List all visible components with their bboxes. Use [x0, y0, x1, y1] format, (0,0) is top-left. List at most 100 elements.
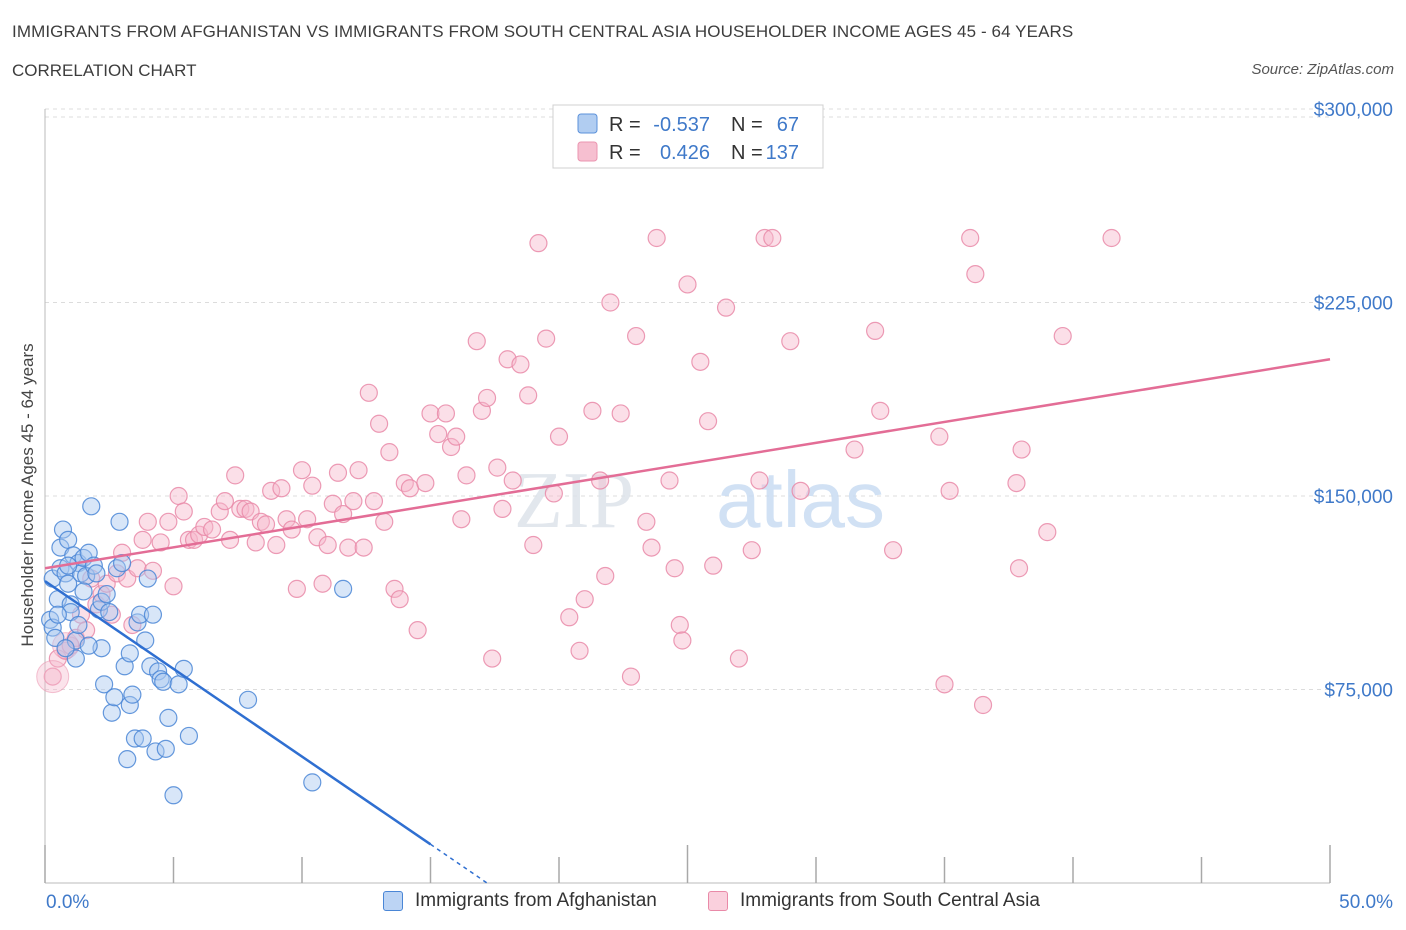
series-afghanistan-points [41, 497, 353, 805]
stats-r-label-pink: R = [609, 142, 641, 164]
point-south-central-asia [642, 538, 661, 557]
source-label: Source: ZipAtlas.com [1251, 61, 1394, 78]
point-south-central-asia [107, 564, 127, 583]
grid-lines [45, 108, 1330, 690]
point-south-central-asia [781, 332, 800, 351]
point-south-central-asia [611, 404, 630, 423]
point-afghanistan [59, 574, 78, 593]
point-south-central-asia [416, 474, 435, 493]
x-tick-labels: 0.0% 50.0% [46, 892, 1393, 913]
point-south-central-asia [251, 512, 270, 531]
point-south-central-asia [626, 326, 646, 346]
point-south-central-asia [940, 481, 959, 500]
point-south-central-asia-cluster [36, 660, 70, 694]
point-south-central-asia [503, 471, 522, 490]
point-south-central-asia [883, 541, 903, 560]
point-south-central-asia [380, 443, 399, 462]
stats-r-label-blue: R = [609, 114, 641, 136]
point-south-central-asia [452, 510, 471, 529]
point-south-central-asia [429, 424, 448, 444]
point-south-central-asia [660, 471, 679, 490]
stats-r-value-pink: 0.426 [660, 142, 710, 164]
point-south-central-asia [246, 533, 265, 552]
point-south-central-asia [1012, 440, 1031, 459]
point-south-central-asia [935, 675, 954, 694]
point-south-central-asia [750, 471, 769, 490]
point-south-central-asia [488, 458, 507, 477]
point-south-central-asia [421, 404, 440, 423]
y-tick-label: $75,000 [1324, 681, 1393, 702]
point-afghanistan [130, 605, 150, 624]
point-afghanistan [118, 750, 137, 769]
point-south-central-asia [339, 538, 358, 557]
point-south-central-asia [349, 461, 368, 480]
point-south-central-asia [637, 512, 656, 531]
point-south-central-asia [742, 541, 761, 560]
point-south-central-asia [159, 512, 178, 531]
legend-item-afghanistan[interactable]: Immigrants from Afghanistan [383, 890, 657, 912]
point-south-central-asia [313, 574, 332, 593]
point-afghanistan [74, 582, 93, 601]
point-south-central-asia [292, 461, 312, 480]
point-south-central-asia [174, 502, 193, 521]
point-south-central-asia [390, 590, 409, 609]
stats-n-value-blue: 67 [777, 114, 799, 136]
point-south-central-asia [151, 533, 170, 552]
point-south-central-asia [375, 512, 394, 531]
point-afghanistan [146, 742, 165, 761]
point-south-central-asia [1038, 523, 1057, 542]
point-afghanistan [69, 615, 88, 635]
point-south-central-asia [236, 499, 255, 518]
point-afghanistan [169, 675, 188, 694]
point-afghanistan [48, 605, 67, 624]
point-afghanistan [59, 530, 78, 549]
point-afghanistan [179, 726, 199, 746]
point-south-central-asia [1053, 326, 1072, 346]
point-south-central-asia [755, 228, 774, 248]
point-south-central-asia [457, 466, 476, 485]
point-south-central-asia [716, 298, 736, 317]
point-south-central-asia [395, 474, 414, 493]
point-south-central-asia [400, 479, 420, 498]
point-south-central-asia [328, 463, 348, 482]
point-afghanistan [100, 602, 119, 622]
legend-label-afghanistan: Immigrants from Afghanistan [415, 890, 657, 911]
point-south-central-asia [92, 584, 111, 604]
x-tick-label-min: 0.0% [46, 892, 89, 913]
legend-label-south-central-asia: Immigrants from South Central Asia [740, 890, 1040, 911]
series-legend: Immigrants from Afghanistan Immigrants f… [0, 890, 1406, 916]
point-south-central-asia [318, 535, 337, 555]
point-south-central-asia [287, 579, 306, 598]
point-south-central-asia [670, 615, 689, 635]
point-south-central-asia [560, 608, 579, 627]
point-south-central-asia [370, 414, 389, 433]
trend-lines [44, 358, 1331, 884]
point-afghanistan [154, 672, 173, 691]
point-afghanistan [97, 584, 116, 604]
point-south-central-asia [519, 386, 538, 405]
point-south-central-asia [678, 275, 697, 294]
point-south-central-asia [272, 479, 291, 498]
point-south-central-asia [524, 535, 543, 555]
point-south-central-asia [511, 355, 530, 374]
point-afghanistan [95, 675, 114, 694]
point-afghanistan [133, 729, 152, 748]
point-south-central-asia [537, 329, 556, 348]
point-afghanistan [151, 670, 170, 689]
point-south-central-asia [871, 401, 890, 420]
point-south-central-asia [133, 530, 152, 549]
point-south-central-asia [791, 481, 810, 500]
point-south-central-asia [359, 383, 378, 402]
point-afghanistan [87, 564, 106, 583]
point-afghanistan [156, 739, 175, 758]
stats-n-label-pink: N = [731, 142, 763, 164]
legend-item-south-central-asia[interactable]: Immigrants from South Central Asia [708, 890, 1040, 912]
stats-r-value-blue: -0.537 [653, 114, 710, 136]
point-afghanistan [125, 729, 145, 748]
point-south-central-asia [647, 228, 666, 248]
point-afghanistan [238, 690, 258, 709]
point-south-central-asia [210, 502, 229, 521]
point-south-central-asia [477, 388, 497, 408]
point-afghanistan [164, 786, 183, 805]
